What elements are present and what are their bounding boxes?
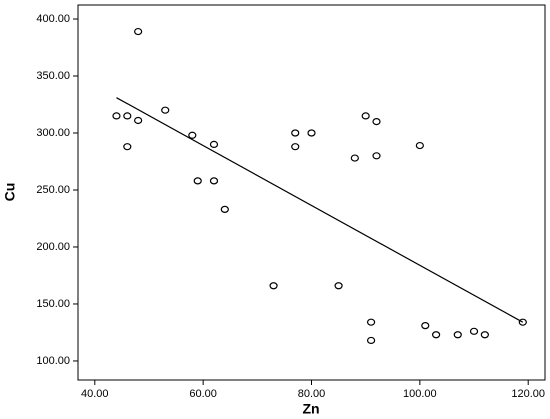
point xyxy=(372,118,381,126)
point xyxy=(188,131,197,139)
y-tick-label: 200.00 xyxy=(36,241,70,253)
point xyxy=(334,282,343,290)
y-tick-label: 400.00 xyxy=(36,13,70,25)
point xyxy=(350,154,359,162)
point xyxy=(372,152,381,160)
point xyxy=(432,331,441,339)
x-tick-label: 100.00 xyxy=(403,388,437,400)
point xyxy=(123,112,132,120)
point xyxy=(123,143,132,151)
point xyxy=(480,331,489,339)
x-tick-label: 80.00 xyxy=(298,388,326,400)
point xyxy=(209,140,219,148)
x-tick-label: 40.00 xyxy=(81,388,109,400)
y-tick-label: 150.00 xyxy=(36,298,70,310)
plot-frame xyxy=(77,4,546,381)
point xyxy=(469,327,479,335)
fit-line xyxy=(116,97,524,323)
point xyxy=(361,112,370,120)
point xyxy=(518,318,527,326)
y-tick-label: 250.00 xyxy=(36,184,70,196)
point xyxy=(209,177,219,185)
y-tick-label: 300.00 xyxy=(36,127,70,139)
y-tick-label: 350.00 xyxy=(36,70,70,82)
x-axis-title: Zn xyxy=(302,401,319,417)
point xyxy=(269,282,278,290)
x-tick-label: 120.00 xyxy=(511,388,545,400)
point xyxy=(366,318,376,326)
point xyxy=(134,116,143,125)
point xyxy=(291,143,300,151)
x-tick-label: 60.00 xyxy=(189,388,217,400)
y-axis-title: Cu xyxy=(2,183,18,202)
point xyxy=(220,205,229,213)
point xyxy=(134,27,143,36)
point xyxy=(112,112,121,120)
point xyxy=(193,177,202,185)
point xyxy=(415,141,424,150)
point xyxy=(366,336,376,345)
point xyxy=(307,129,316,137)
point xyxy=(421,322,430,330)
point xyxy=(291,129,300,137)
y-tick-label: 100.00 xyxy=(36,355,70,367)
point xyxy=(161,106,170,114)
point xyxy=(453,331,462,339)
